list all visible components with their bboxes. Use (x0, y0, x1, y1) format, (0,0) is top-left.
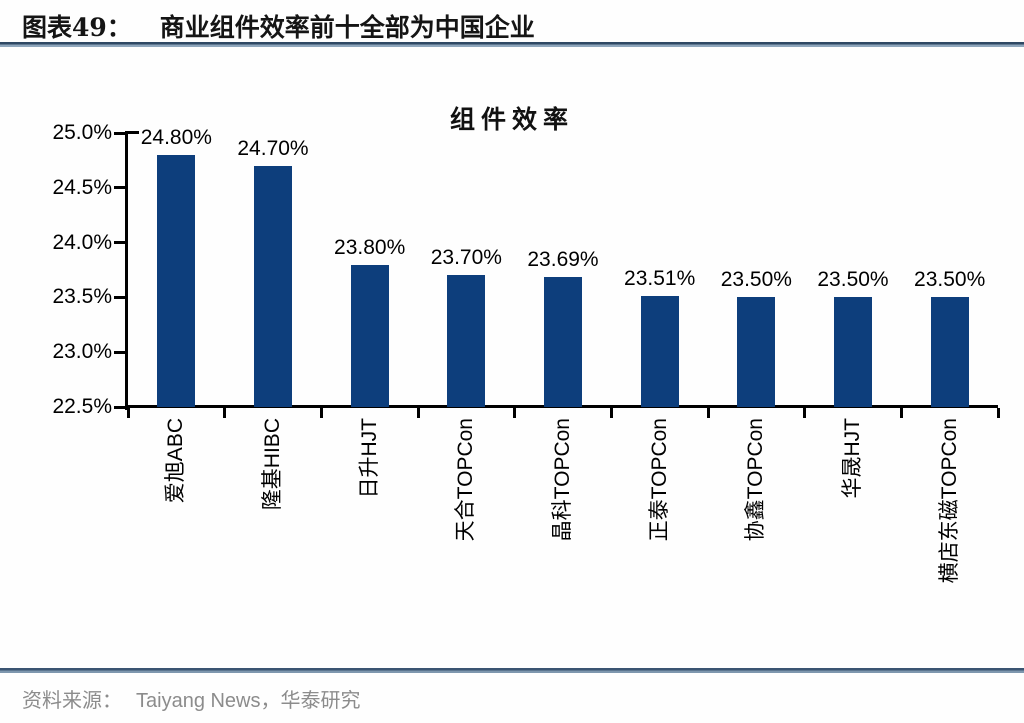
bar (737, 297, 776, 407)
y-axis-tick (114, 186, 125, 190)
x-axis-tick (513, 408, 517, 418)
bar-value-label: 23.50% (914, 268, 986, 292)
bar (640, 296, 679, 407)
bar-value-label: 23.51% (624, 267, 696, 291)
bar-value-label: 23.50% (817, 268, 889, 292)
figure-header: 图表49： 商业组件效率前十全部为中国企业 (22, 8, 535, 44)
x-axis-category-label: 正泰TOPCon (647, 418, 671, 542)
figure-number-label: 图表49： (22, 13, 132, 42)
bar-value-label: 23.50% (720, 268, 792, 292)
y-axis-tick (114, 350, 125, 354)
y-axis-top-tick (128, 131, 139, 134)
x-axis-tick (416, 408, 420, 418)
y-axis-tick (114, 295, 125, 299)
y-axis-tick-label: 23.5% (52, 285, 112, 309)
x-axis-category-label: 华晟HJT (841, 418, 864, 499)
x-axis-tick (803, 408, 807, 418)
x-axis-tick (706, 408, 710, 418)
x-axis-tick (223, 408, 227, 418)
bar-value-label: 23.80% (334, 235, 406, 259)
x-axis-category-label: 协鑫TOPCon (744, 418, 768, 542)
y-axis-tick-label: 24.5% (52, 175, 112, 199)
x-axis-category-label: 天合TOPCon (454, 418, 478, 542)
x-axis-tick (126, 408, 130, 418)
x-axis-tick (996, 408, 1000, 418)
x-axis-tick (319, 408, 323, 418)
y-axis-line (125, 131, 128, 410)
x-axis-category-label: 横店东磁TOPCon (937, 418, 961, 584)
x-axis-tick (899, 408, 903, 418)
x-axis-category-label: 隆基HIBC (261, 418, 284, 511)
y-axis-tick-label: 22.5% (52, 395, 112, 418)
y-axis-tick-label: 25.0% (52, 121, 112, 144)
bar (834, 297, 872, 407)
bar (930, 297, 969, 407)
bar (350, 264, 389, 407)
bar (544, 276, 582, 407)
x-axis-category-label: 日升HJT (357, 418, 381, 499)
y-axis-tick-label: 23.0% (52, 340, 112, 364)
bar-value-label: 24.80% (140, 125, 212, 149)
x-axis-tick (609, 408, 613, 418)
source-text: Taiyang News，华泰研究 (136, 690, 361, 712)
footer-rule (0, 668, 1024, 673)
bar (447, 275, 486, 407)
chart-title: 组件效率 (449, 105, 575, 134)
bar-value-label: 23.70% (430, 246, 502, 270)
y-axis-tick (114, 131, 125, 135)
bar-value-label: 24.70% (237, 136, 309, 160)
y-axis-tick (114, 241, 125, 245)
x-axis-category-label: 晶科TOPCon (551, 418, 574, 542)
bar (254, 165, 292, 407)
bar (157, 154, 196, 407)
source-note: 资料来源： Taiyang News，华泰研究 (22, 684, 361, 713)
source-label: 资料来源： (22, 690, 122, 712)
y-axis-tick (114, 405, 125, 409)
header-rule (0, 42, 1024, 47)
figure-title: 商业组件效率前十全部为中国企业 (159, 13, 535, 42)
x-axis-category-label: 爱旭ABC (164, 418, 188, 504)
bar-value-label: 23.69% (527, 247, 599, 271)
y-axis-tick-label: 24.0% (52, 230, 112, 254)
